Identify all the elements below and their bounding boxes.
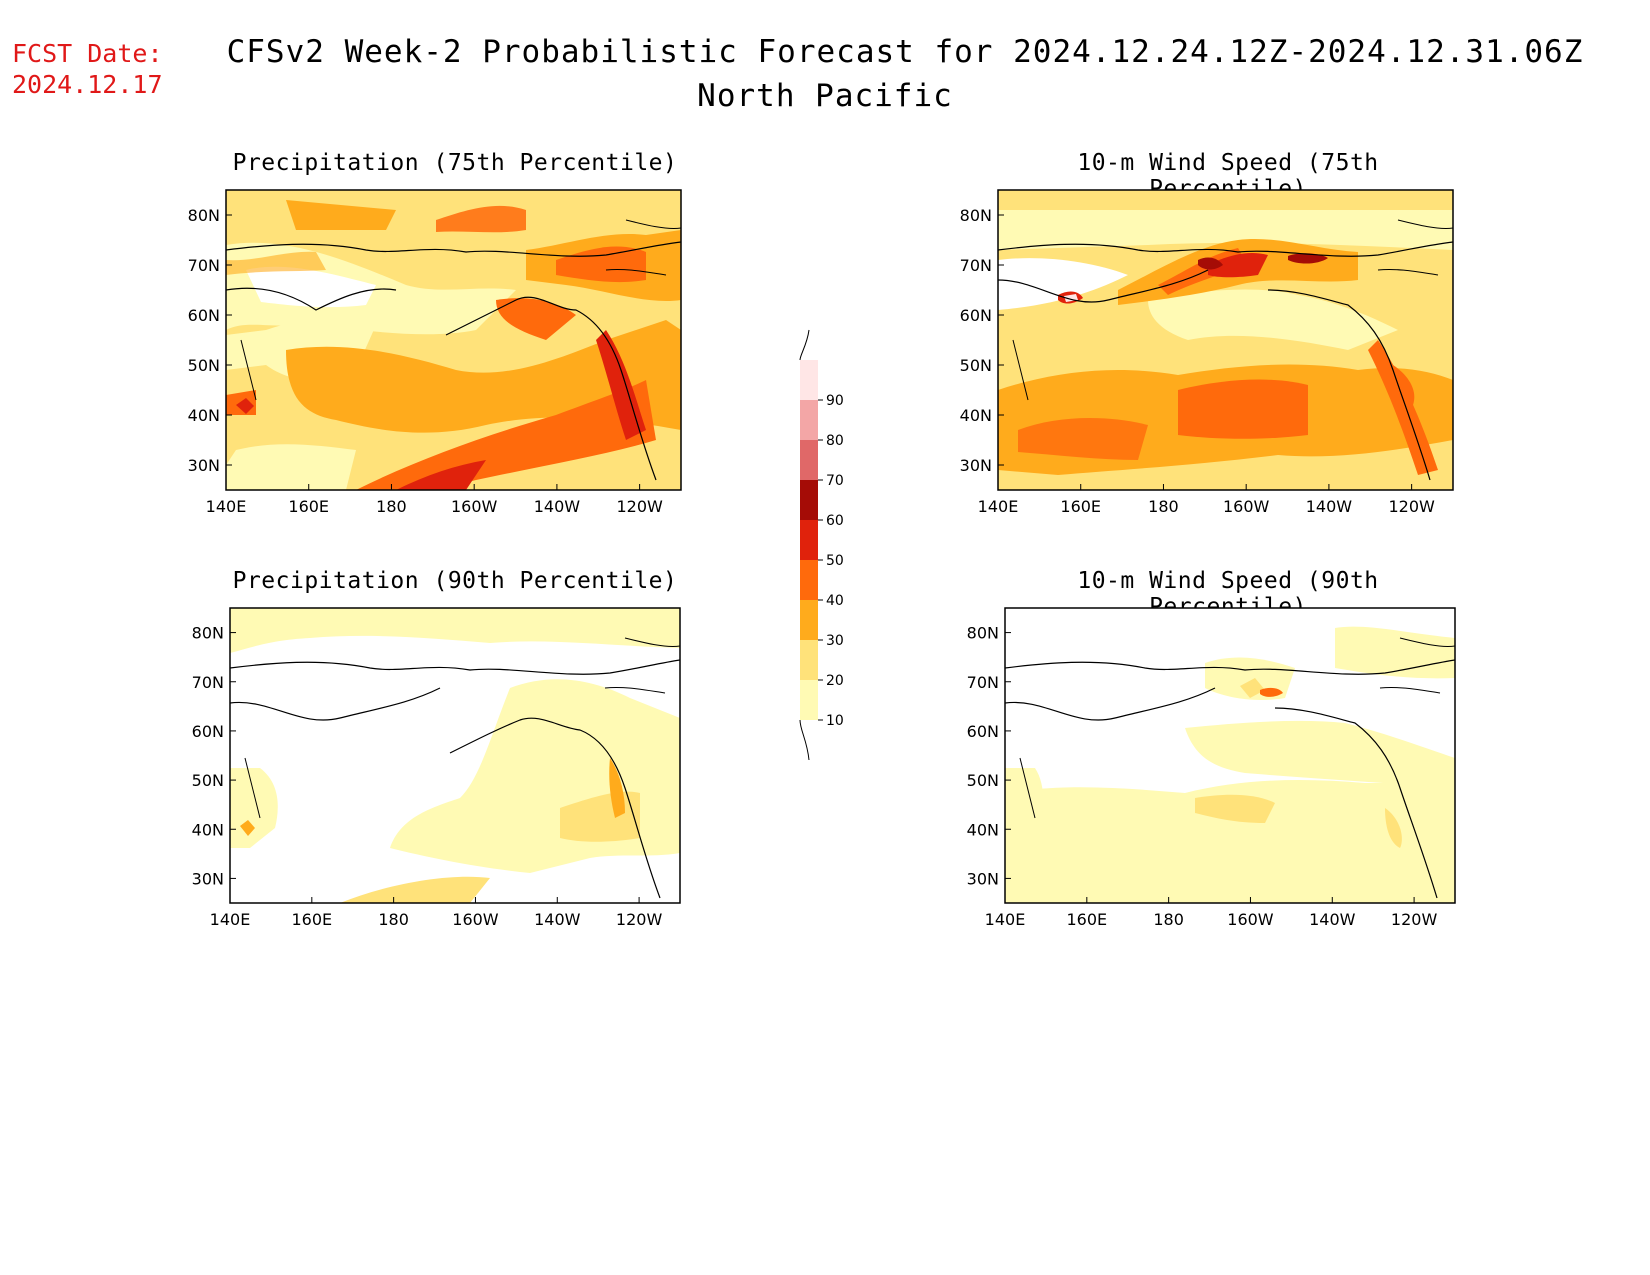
lat-tick-label: 50N: [967, 771, 999, 790]
colorbar-segment: [800, 480, 818, 520]
figure-title-block: CFSv2 Week-2 Probabilistic Forecast for …: [0, 30, 1650, 118]
lon-tick-label: 160E: [288, 497, 329, 516]
lon-tick-label: 160E: [291, 910, 332, 929]
colorbar-label: 40: [826, 593, 844, 609]
lon-tick-label: 160W: [1223, 497, 1270, 516]
panel-title-precip-75: Precipitation (75th Percentile): [232, 150, 678, 176]
lon-tick-label: 160W: [452, 910, 499, 929]
forecast-date-block: FCST Date: 2024.12.17: [12, 38, 163, 100]
lat-tick-label: 80N: [192, 624, 224, 643]
colorbar-label: 30: [826, 633, 844, 649]
lon-tick-label: 180: [1153, 910, 1184, 929]
lat-tick-label: 30N: [188, 456, 220, 475]
wind-75-map: 80N 70N 60N 50N 40N 30N 140E 160E 180 160W 140W 120…: [960, 189, 1454, 516]
lat-tick-label: 60N: [960, 306, 992, 325]
lat-tick-label: 30N: [192, 869, 224, 888]
colorbar-label: 60: [826, 513, 844, 529]
lat-tick-label: 60N: [192, 722, 224, 741]
lon-tick-label: 160E: [1060, 497, 1101, 516]
lat-tick-label: 50N: [192, 771, 224, 790]
precip-75-map: 80N 70N 60N 50N 40N 30N 140E 160E 180 160W 140W 120…: [188, 189, 682, 516]
lon-tick-label: 140W: [534, 910, 581, 929]
lon-tick-label: 140E: [210, 910, 251, 929]
colorbar-segment: [800, 560, 818, 600]
lat-tick-label: 50N: [960, 356, 992, 375]
lon-tick-label: 180: [376, 497, 407, 516]
lon-tick-label: 140W: [534, 497, 581, 516]
colorbar-segment: [800, 600, 818, 640]
lat-tick-label: 70N: [967, 673, 999, 692]
lon-tick-label: 140W: [1306, 497, 1353, 516]
lat-tick-label: 70N: [192, 673, 224, 692]
lon-tick-label: 140E: [978, 497, 1019, 516]
lon-tick-label: 140W: [1309, 910, 1356, 929]
lon-tick-label: 140E: [985, 910, 1026, 929]
precip-90-map: 80N 70N 60N 50N 40N 30N 140E 160E 180 160W 140W 120…: [192, 607, 681, 929]
lon-tick-label: 140E: [206, 497, 247, 516]
colorbar-segment: [800, 520, 818, 560]
lon-tick-label: 180: [1148, 497, 1179, 516]
lat-tick-label: 80N: [960, 206, 992, 225]
lon-tick-label: 160W: [451, 497, 498, 516]
forecast-date-value: 2024.12.17: [12, 70, 163, 99]
lon-tick-label: 120W: [616, 497, 663, 516]
lat-tick-label: 60N: [188, 306, 220, 325]
colorbar-label: 10: [826, 713, 844, 729]
colorbar-label: 80: [826, 433, 844, 449]
panel-title-precip-90: Precipitation (90th Percentile): [232, 568, 678, 594]
colorbar-segment: [800, 400, 818, 440]
colorbar-label: 20: [826, 673, 844, 689]
colorbar-segment: [800, 360, 818, 400]
lat-tick-label: 30N: [967, 869, 999, 888]
lon-tick-label: 120W: [1388, 497, 1435, 516]
lat-tick-label: 40N: [967, 820, 999, 839]
lat-tick-label: 40N: [192, 820, 224, 839]
figure-title: CFSv2 Week-2 Probabilistic Forecast for …: [226, 34, 1584, 70]
colorbar-label: 70: [826, 473, 844, 489]
lat-tick-label: 70N: [960, 256, 992, 275]
lat-tick-label: 40N: [960, 406, 992, 425]
panel-title-wind-90: 10-m Wind Speed (90th Percentile): [1077, 568, 1379, 620]
lon-tick-label: 120W: [1391, 910, 1438, 929]
colorbar-segment: [800, 440, 818, 480]
lat-tick-label: 30N: [960, 456, 992, 475]
colorbar-segment: [800, 640, 818, 680]
lon-tick-label: 160W: [1227, 910, 1274, 929]
colorbar: 10 20 30 40 50 60 70 80 90: [799, 329, 844, 761]
colorbar-segment: [800, 680, 818, 720]
lat-tick-label: 80N: [188, 206, 220, 225]
lon-tick-label: 180: [378, 910, 409, 929]
colorbar-label: 90: [826, 393, 844, 409]
wind-90-map: 80N 70N 60N 50N 40N 30N 140E 160E 180 160W 140W 120…: [967, 607, 1456, 929]
colorbar-label: 50: [826, 553, 844, 569]
forecast-date-label: FCST Date:: [12, 39, 163, 68]
lon-tick-label: 120W: [616, 910, 663, 929]
lat-tick-label: 50N: [188, 356, 220, 375]
lon-tick-label: 160E: [1066, 910, 1107, 929]
figure-subtitle: North Pacific: [697, 78, 953, 114]
lat-tick-label: 70N: [188, 256, 220, 275]
lat-tick-label: 60N: [967, 722, 999, 741]
lat-tick-label: 80N: [967, 624, 999, 643]
lat-tick-label: 40N: [188, 406, 220, 425]
